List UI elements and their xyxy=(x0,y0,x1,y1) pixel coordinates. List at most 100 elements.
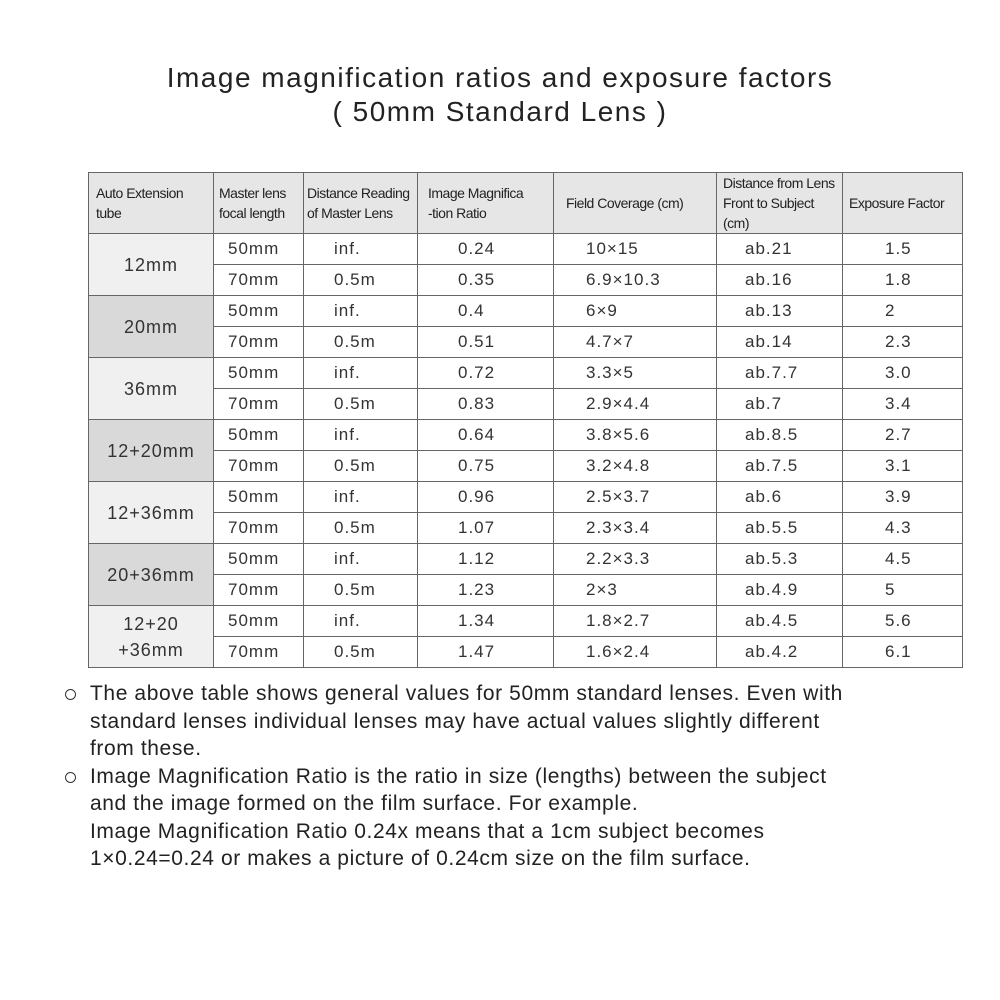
cell: 50mm xyxy=(213,295,304,327)
header-cell: Distance from Lens Front to Subject (cm) xyxy=(716,172,843,234)
cell: 70mm xyxy=(213,450,304,482)
tube-text: 20+36mm xyxy=(107,564,195,585)
tube-cell: 36mm xyxy=(88,357,214,420)
cell: ab.4.9 xyxy=(716,574,843,606)
cell: 70mm xyxy=(213,636,304,668)
cell: 10×15 xyxy=(553,233,717,265)
cell: 0.5m xyxy=(303,264,418,296)
cell: 50mm xyxy=(213,605,304,637)
cell: ab.7 xyxy=(716,388,843,420)
cell: ab.8.5 xyxy=(716,419,843,451)
row: 70mm 0.5m 1.07 2.3×3.4 ab.5.5 4.3 xyxy=(89,512,963,544)
cell: 1.6×2.4 xyxy=(553,636,717,668)
row: 20+36mm 50mm inf. 1.12 2.2×3.3 ab.5.3 4.5 xyxy=(88,543,963,606)
cell: ab.13 xyxy=(716,295,843,327)
row: 12+20mm 50mm inf. 0.64 3.8×5.6 ab.8.5 2.7 xyxy=(88,419,963,482)
cell: 2.7 xyxy=(842,419,963,451)
tube-cell: 20mm xyxy=(88,295,214,358)
cell: 6.1 xyxy=(842,636,963,668)
tube-text: 12mm xyxy=(123,254,178,275)
title: Image magnification ratios and exposure … xyxy=(166,62,834,93)
cell: 0.5m xyxy=(303,388,418,420)
note-line: Image Magnification Ratio 0.24x means th… xyxy=(90,819,765,843)
header-text: focal length xyxy=(219,205,285,221)
cell: 2.3×3.4 xyxy=(553,512,717,544)
note-line: and the image formed on the film surface… xyxy=(90,792,639,815)
row: 12+36mm 50mm inf. 0.96 2.5×3.7 ab.6 3.9 xyxy=(88,481,963,544)
header-text: Exposure Factor xyxy=(849,195,945,211)
header-text: -tion Ratio xyxy=(428,205,487,221)
note-line: standard lenses individual lenses may ha… xyxy=(90,709,820,733)
cell: 70mm xyxy=(213,264,304,296)
row: 70mm 0.5m 0.35 6.9×10.3 ab.16 1.8 xyxy=(89,264,963,296)
cell: 70mm xyxy=(213,388,304,420)
cell: 2 xyxy=(842,295,963,327)
cell: 3.3×5 xyxy=(553,357,717,389)
cell: 50mm xyxy=(213,419,304,451)
cell: 6×9 xyxy=(553,295,717,327)
cell: 3.8×5.6 xyxy=(553,419,717,451)
cell: 0.51 xyxy=(417,326,554,358)
subtitle: ( 50mm Standard Lens ) xyxy=(332,96,668,127)
cell: ab.16 xyxy=(716,264,843,296)
cell: 50mm xyxy=(213,543,304,575)
cell: inf. xyxy=(303,481,418,513)
cell: 0.5m xyxy=(303,512,418,544)
cell: ab.7.5 xyxy=(716,450,843,482)
note: Image Magnification Ratio is the ratio i… xyxy=(62,763,962,873)
note-line: The above table shows general values for… xyxy=(90,682,843,705)
cell: 5 xyxy=(842,574,963,606)
cell: 3.4 xyxy=(842,388,963,420)
row: 70mm 0.5m 1.23 2×3 ab.4.9 5 xyxy=(89,574,963,606)
row: 12mm 50mm inf. 0.24 10×15 ab.21 1.5 xyxy=(88,233,963,296)
cell: 1.8 xyxy=(842,264,963,296)
row: 70mm 0.5m 0.75 3.2×4.8 ab.7.5 3.1 xyxy=(89,450,963,482)
cell: 3.0 xyxy=(842,357,963,389)
cell: 70mm xyxy=(213,512,304,544)
cell: 0.5m xyxy=(303,636,418,668)
cell: 1.12 xyxy=(417,543,554,575)
cell: 1.07 xyxy=(417,512,554,544)
tube-cell: 12+20 +36mm xyxy=(88,605,214,668)
cell: 0.96 xyxy=(417,481,554,513)
note: The above table shows general values for… xyxy=(62,680,962,763)
cell: 0.24 xyxy=(417,233,554,265)
header-text: Master lens xyxy=(219,185,286,201)
cell: 1.5 xyxy=(842,233,963,265)
tube-cell: 20+36mm xyxy=(88,543,214,606)
cell: 50mm xyxy=(213,233,304,265)
cell: 4.7×7 xyxy=(553,326,717,358)
cell: ab.14 xyxy=(716,326,843,358)
cell: 70mm xyxy=(213,574,304,606)
cell: 1.34 xyxy=(417,605,554,637)
cell: 3.9 xyxy=(842,481,963,513)
cell: 0.64 xyxy=(417,419,554,451)
cell: 1.23 xyxy=(417,574,554,606)
cell: ab.4.2 xyxy=(716,636,843,668)
cell: inf. xyxy=(303,543,418,575)
cell: 50mm xyxy=(213,481,304,513)
header-cell: Auto Extension tube xyxy=(88,172,214,234)
cell: 2.3 xyxy=(842,326,963,358)
tube-cell: 12+36mm xyxy=(88,481,214,544)
note-line: 1×0.24=0.24 or makes a picture of 0.24cm… xyxy=(90,847,751,870)
header-text: tube xyxy=(96,205,122,221)
cell: 0.5m xyxy=(303,450,418,482)
note-line: Image Magnification Ratio is the ratio i… xyxy=(90,764,827,788)
header-text: Distance from Lens xyxy=(723,175,835,191)
cell: 50mm xyxy=(213,357,304,389)
cell: ab.7.7 xyxy=(716,357,843,389)
tube-text: 12+20mm xyxy=(107,440,195,461)
cell: 4.5 xyxy=(842,543,963,575)
cell: inf. xyxy=(303,419,418,451)
row: 20mm 50mm inf. 0.4 6×9 ab.13 2 xyxy=(88,295,963,358)
tube-text: +36mm xyxy=(118,639,184,660)
header-row: Auto Extension tube Master lens focal lengt… xyxy=(88,172,963,234)
cell: ab.5.3 xyxy=(716,543,843,575)
tube-cell: 12+20mm xyxy=(88,419,214,482)
header-cell: Distance Reading of Master Lens xyxy=(303,172,418,234)
cell: 2×3 xyxy=(553,574,717,606)
row: 70mm 0.5m 0.83 2.9×4.4 ab.7 3.4 xyxy=(89,388,963,420)
cell: 0.35 xyxy=(417,264,554,296)
header-text: Front to Subject (cm) xyxy=(723,195,814,231)
